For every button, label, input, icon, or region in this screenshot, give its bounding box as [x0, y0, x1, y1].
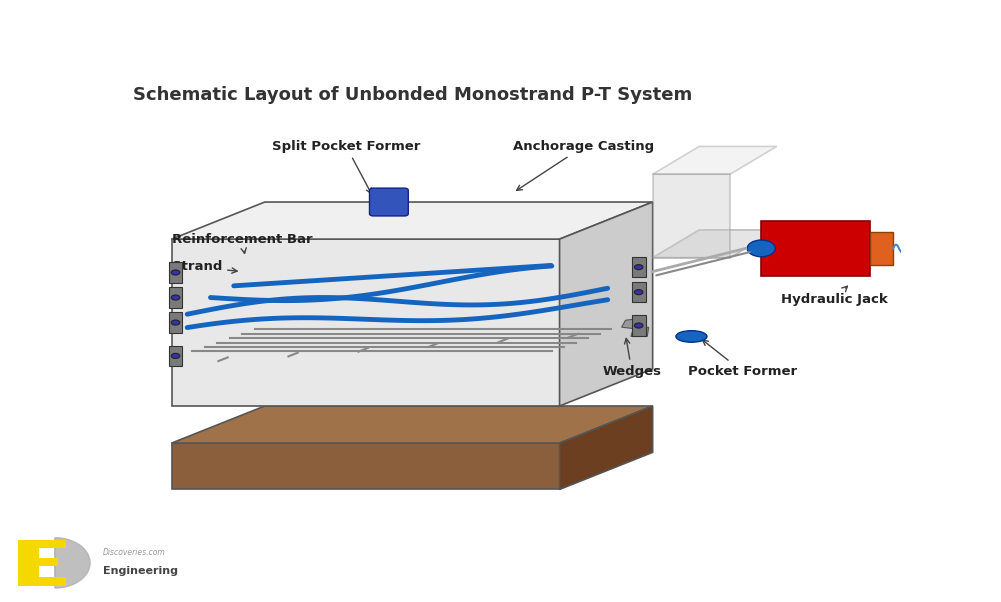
Circle shape [171, 353, 180, 358]
Text: Engineering: Engineering [103, 566, 178, 576]
Circle shape [635, 323, 643, 328]
Bar [632, 315, 646, 336]
Text: Reinforcement Bar: Reinforcement Bar [172, 232, 312, 253]
Bar [169, 312, 182, 333]
Polygon shape [55, 538, 90, 588]
Text: Split Pocket Former: Split Pocket Former [272, 140, 420, 194]
Polygon shape [622, 318, 645, 329]
Polygon shape [560, 406, 653, 489]
Bar [169, 346, 182, 366]
Circle shape [171, 295, 180, 300]
Polygon shape [560, 202, 653, 406]
Polygon shape [172, 406, 653, 443]
Polygon shape [172, 239, 560, 406]
Bar [632, 282, 646, 302]
Bar [169, 287, 182, 308]
Text: Strand: Strand [172, 261, 237, 273]
Ellipse shape [676, 330, 707, 343]
Circle shape [635, 264, 643, 270]
Polygon shape [631, 327, 649, 337]
Bar [169, 262, 182, 283]
Text: Discoveries.com: Discoveries.com [103, 548, 165, 557]
FancyBboxPatch shape [369, 188, 408, 216]
Polygon shape [653, 146, 777, 174]
Bar [761, 220, 870, 276]
Circle shape [748, 240, 775, 256]
Circle shape [635, 290, 643, 295]
Polygon shape [653, 230, 777, 258]
Text: Pocket Former: Pocket Former [688, 340, 797, 377]
Text: Anchorage Casting: Anchorage Casting [514, 140, 654, 190]
Polygon shape [653, 174, 731, 258]
Text: Schematic Layout of Unbonded Monostrand P-T System: Schematic Layout of Unbonded Monostrand … [133, 86, 692, 104]
Bar [632, 257, 646, 278]
Circle shape [171, 320, 180, 325]
Polygon shape [172, 443, 560, 489]
Polygon shape [172, 202, 653, 239]
Polygon shape [18, 539, 66, 586]
Text: Hydraulic Jack: Hydraulic Jack [781, 286, 888, 306]
Circle shape [171, 270, 180, 275]
Text: Wedges: Wedges [603, 338, 662, 377]
Bar [870, 232, 893, 265]
